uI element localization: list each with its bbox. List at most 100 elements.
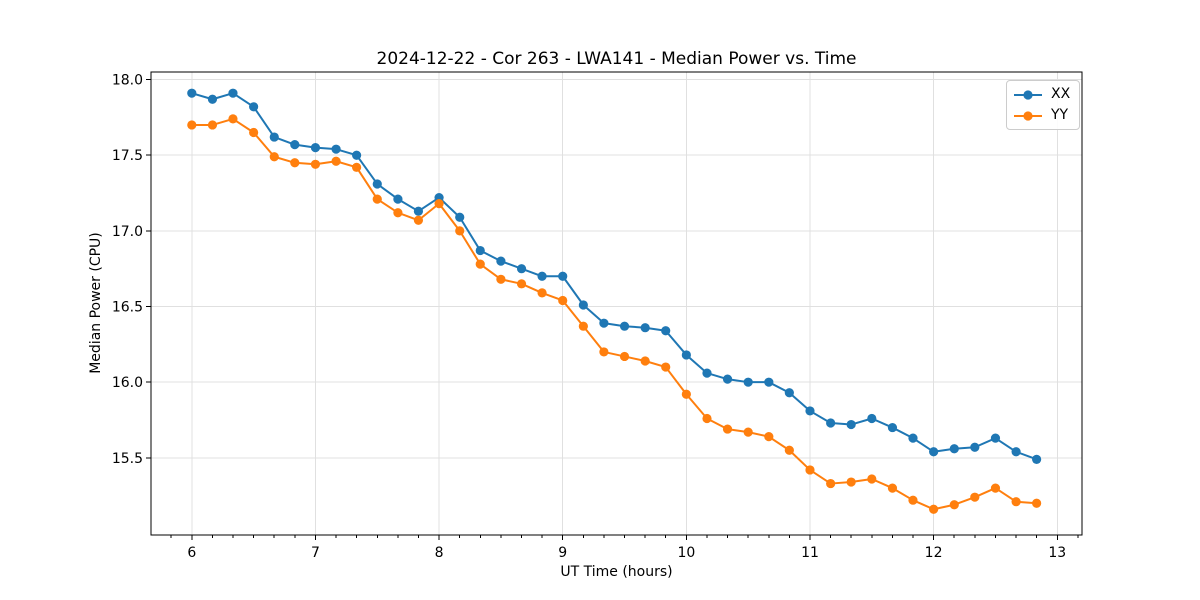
series-yy-point [413,215,424,225]
legend-dot [1023,110,1033,121]
series-yy-point [558,295,568,306]
series-xx-point [352,150,362,160]
series-xx-point [929,447,939,457]
x-tick-label: 7 [311,545,320,561]
series-yy-point [352,162,362,172]
x-tick-label: 13 [1048,545,1066,561]
legend-label: XX [1051,86,1071,102]
series-yy-point [743,427,753,437]
series-yy-point [702,413,712,424]
series-xx-point [516,264,527,274]
series-xx-point [599,318,609,328]
series-yy-point [578,321,588,331]
series-yy-point [908,495,918,505]
series-yy-point [393,208,403,218]
series-xx-point [393,194,403,204]
series-xx-point [640,323,650,333]
series-xx-point [269,132,279,142]
y-tick-label: 16.0 [112,375,143,391]
x-tick-label: 6 [187,545,196,561]
series-xx-point [887,422,898,433]
series-yy-point [310,159,321,169]
series-xx-point [908,433,918,443]
series-xx-point [805,406,815,416]
series-yy-point [249,127,259,138]
series-yy-point [207,120,218,130]
series-yy-point [640,356,650,366]
series-yy-point [846,477,856,487]
series-yy-point [805,465,815,475]
series-xx-point [722,374,733,384]
y-axis-label: Median Power (CPU) [88,232,104,374]
series-xx-point [990,433,1001,443]
series-xx-point [187,88,197,98]
series-yy-point [722,424,733,434]
series-yy-point [661,362,671,372]
x-tick-label: 8 [435,545,444,561]
series-xx-point [764,377,774,387]
series-yy-point [826,478,836,489]
series-yy-point [784,445,794,455]
series-xx-point [310,143,321,153]
series-xx-point [578,300,588,310]
series-yy-point [187,120,197,130]
axes-box [150,71,1083,536]
series-yy-point [269,152,279,162]
series-xx-point [1011,447,1021,457]
x-axis-label: UT Time (hours) [560,564,673,580]
series-xx-point [455,212,465,222]
series-yy-point [1032,498,1042,508]
series-xx-point [846,419,856,430]
series-yy-point [949,500,959,510]
series-yy-point [372,194,382,204]
x-tick-label: 9 [558,545,567,561]
series-yy-point [599,347,609,357]
series-xx-point [970,442,980,452]
series-xx-point [619,321,630,331]
series-yy-point [516,279,527,289]
y-tick-label: 18.0 [112,73,143,89]
legend-item-xx: XX [1014,84,1070,105]
series-xx-point [784,388,794,398]
series-yy-point [887,483,898,493]
legend-dot [1023,89,1033,100]
chart-title: 2024-12-22 - Cor 263 - LWA141 - Median P… [376,49,857,69]
series-xx-point [413,206,424,216]
series-yy-point [290,158,300,168]
series-yy-point [228,114,238,124]
series-xx-point [949,444,959,454]
legend: XX YY [1006,80,1081,130]
legend-item-yy: YY [1014,105,1070,126]
series-xx-point [826,418,836,428]
y-tick-label: 16.5 [112,300,143,316]
series-yy-point [537,288,547,298]
series-yy-point [681,389,691,399]
series-xx-point [743,377,753,387]
x-tick-label: 11 [801,545,819,561]
y-tick-label: 17.0 [112,224,143,240]
x-tick-label: 12 [925,545,943,561]
series-xx-point [702,368,712,378]
series-yy-point [970,492,980,502]
series-xx-point [537,271,547,281]
legend-marker-xx [1014,89,1042,100]
series-xx-point [331,144,341,154]
series-xx-point [249,102,259,112]
legend-marker-yy [1014,110,1042,121]
series-yy-point [475,259,485,269]
series-xx-point [496,256,506,266]
series-xx-point [661,326,671,336]
series-yy-point [929,504,939,514]
y-tick-label: 15.5 [112,451,143,467]
series-yy-point [764,432,774,442]
series-xx-point [558,271,568,281]
series-xx-point [475,245,485,256]
series-yy-point [496,274,506,284]
series-yy-point [455,226,465,236]
series-yy-point [867,474,877,484]
y-tick-label: 17.5 [112,148,143,164]
series-xx-point [372,179,382,189]
series-xx-point [867,413,877,424]
